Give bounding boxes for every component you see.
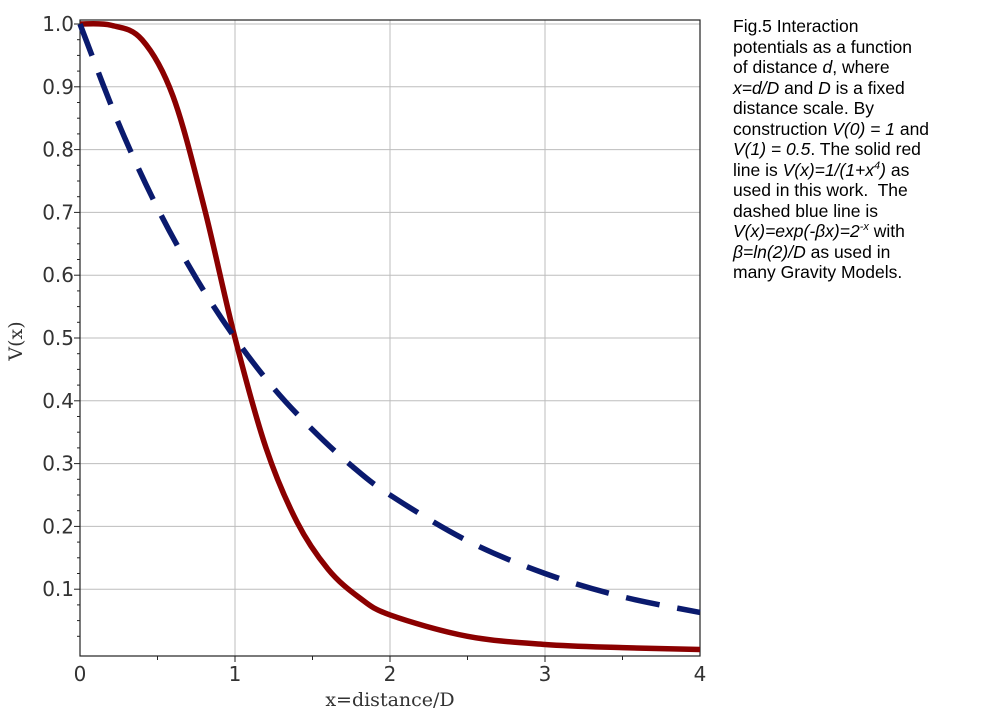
minor-ticks — [74, 23, 623, 662]
caption-line: V(x)=exp(-βx)=2-x with — [733, 221, 905, 241]
caption-line: V(1) = 0.5. The solid red — [733, 139, 921, 159]
x-tick-label: 2 — [384, 662, 397, 686]
caption-line: construction V(0) = 1 and — [733, 118, 930, 139]
y-tick-labels: 0.1 0.2 0.3 0.4 0.5 0.6 0.7 0.8 0.9 1.0 — [42, 12, 74, 601]
y-tick-label: 0.5 — [42, 326, 74, 350]
series-line-solid-red — [79, 20, 701, 653]
y-tick-label: 0.1 — [42, 577, 74, 601]
caption-line: β=ln(2)/D as used in — [733, 241, 891, 262]
y-tick-label: 0.9 — [42, 75, 74, 99]
caption-line: used in this work. The — [733, 180, 908, 200]
y-tick-label: 0.7 — [42, 200, 74, 224]
figure-caption: Fig.5 Interaction potentials as a functi… — [733, 16, 973, 283]
series-line-dashed-blue — [77, 23, 701, 616]
y-tick-label: 1.0 — [42, 12, 74, 36]
caption-line: dashed blue line is — [733, 200, 878, 221]
y-tick-label: 0.3 — [42, 452, 74, 476]
x-axis-title: x=distance/D — [325, 689, 454, 711]
y-axis-title: V(x) — [5, 321, 27, 361]
x-tick-label: 3 — [539, 662, 552, 686]
caption-line: many Gravity Models. — [733, 262, 903, 282]
y-tick-label: 0.8 — [42, 138, 74, 162]
y-tick-label: 0.2 — [42, 514, 74, 538]
caption-line: Fig.5 Interaction — [733, 16, 859, 36]
caption-line: of distance d, where — [733, 57, 890, 77]
y-tick-label: 0.4 — [42, 389, 74, 413]
x-tick-label: 4 — [694, 662, 707, 686]
caption-line: distance scale. By — [733, 98, 875, 118]
caption-line: potentials as a function — [733, 36, 913, 57]
x-tick-label: 1 — [229, 662, 242, 686]
series-group — [77, 20, 701, 653]
caption-line: line is V(x)=1/(1+x4) as — [733, 159, 910, 180]
grid — [79, 20, 701, 656]
chart-svg: 0.1 0.2 0.3 0.4 0.5 0.6 0.7 0.8 0.9 1.0 0 1 2 3 4 x=d… — [5, 12, 707, 711]
x-tick-labels: 0 1 2 3 4 — [74, 662, 707, 686]
y-tick-label: 0.6 — [42, 263, 74, 287]
caption-line: x=d/D and D is a fixed — [733, 77, 905, 98]
x-tick-label: 0 — [74, 662, 87, 686]
